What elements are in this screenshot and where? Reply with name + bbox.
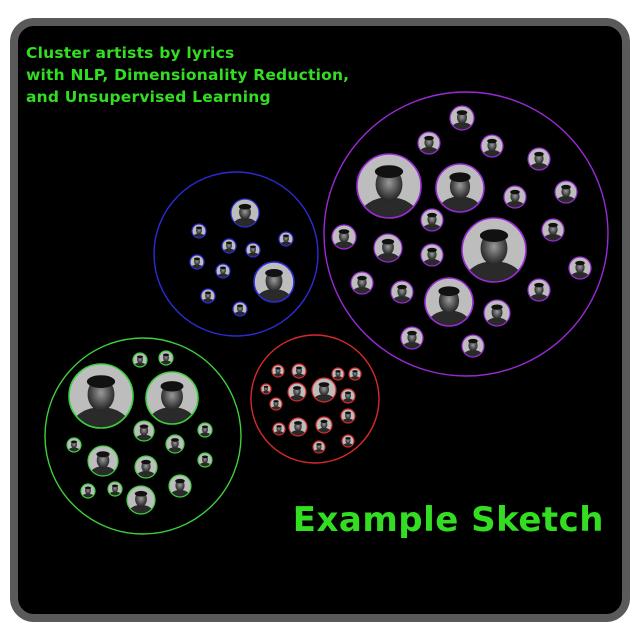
artist-portrait-icon [342,435,354,450]
artist-portrait-icon [421,209,443,237]
artist-portrait-icon [166,435,184,458]
artist-portrait-icon [279,232,293,250]
artist-portrait-icon [332,368,344,383]
title-line-2: with NLP, Dimensionality Reduction, [26,64,349,86]
artist-portrait-icon [270,398,282,413]
artist-portrait-icon [462,335,484,363]
artist-portrait-icon [292,364,306,382]
artist-portrait-icon [246,243,260,261]
artist-portrait-icon [190,255,204,273]
artist-portrait-icon [198,453,212,471]
artist-portrait-icon [316,417,332,437]
artist-portrait-icon [108,482,122,500]
artist-portrait-icon [233,302,247,320]
artist-portrait-icon [273,423,285,438]
artist-portrait-icon [81,484,95,502]
artist-portrait-icon [201,289,215,307]
artist-portrait-icon [134,421,154,447]
artist-portrait-icon [216,264,230,282]
artist-portrait-icon [69,364,133,446]
artist-portrait-icon [569,257,591,285]
artist-portrait-icon [401,327,423,355]
artist-portrait-icon [481,135,503,163]
artist-portrait-icon [169,475,191,503]
artist-portrait-icon [341,409,355,427]
artist-portrait-icon [357,154,421,236]
title-line-1: Cluster artists by lyrics [26,42,349,64]
artist-portrait-icon [261,384,271,397]
artist-portrait-icon [349,368,361,383]
artist-portrait-icon [462,218,526,300]
artist-portrait-icon [436,164,484,225]
artist-portrait-icon [528,148,550,176]
artist-portrait-icon [332,225,356,256]
artist-portrait-icon [198,423,212,441]
artist-portrait-icon [231,199,259,235]
artist-portrait-icon [374,234,402,270]
artist-portrait-icon [88,446,118,484]
artist-portrait-icon [254,262,294,313]
sketch-title: Cluster artists by lyrics with NLP, Dime… [26,42,349,108]
artist-portrait-icon [555,181,577,209]
artist-portrait-icon [289,418,307,441]
cluster-red [251,335,379,463]
artist-portrait-icon [418,132,440,160]
artist-portrait-icon [484,300,510,333]
artist-portrait-icon [313,441,325,456]
cluster-purple [324,92,608,376]
artist-portrait-icon [528,279,550,307]
artist-portrait-icon [450,106,474,137]
artist-portrait-icon [504,186,526,214]
artist-portrait-icon [542,219,564,247]
cluster-blue [154,172,318,336]
artist-portrait-icon [421,244,443,272]
artist-portrait-icon [425,278,473,339]
artist-portrait-icon [312,378,336,409]
example-sketch-label: Example Sketch [293,500,604,540]
artist-portrait-icon [288,383,306,406]
artist-portrait-icon [341,389,355,407]
artist-portrait-icon [127,486,155,522]
title-line-3: and Unsupervised Learning [26,86,349,108]
artist-portrait-icon [159,351,173,369]
artist-portrait-icon [391,281,413,309]
artist-portrait-icon [351,272,373,300]
artist-portrait-icon [272,365,284,380]
cluster-green [45,338,241,534]
artist-portrait-icon [192,224,206,242]
artist-portrait-icon [133,353,147,371]
artist-portrait-icon [67,438,81,456]
artist-portrait-icon [135,456,157,484]
artist-portrait-icon [222,239,236,257]
